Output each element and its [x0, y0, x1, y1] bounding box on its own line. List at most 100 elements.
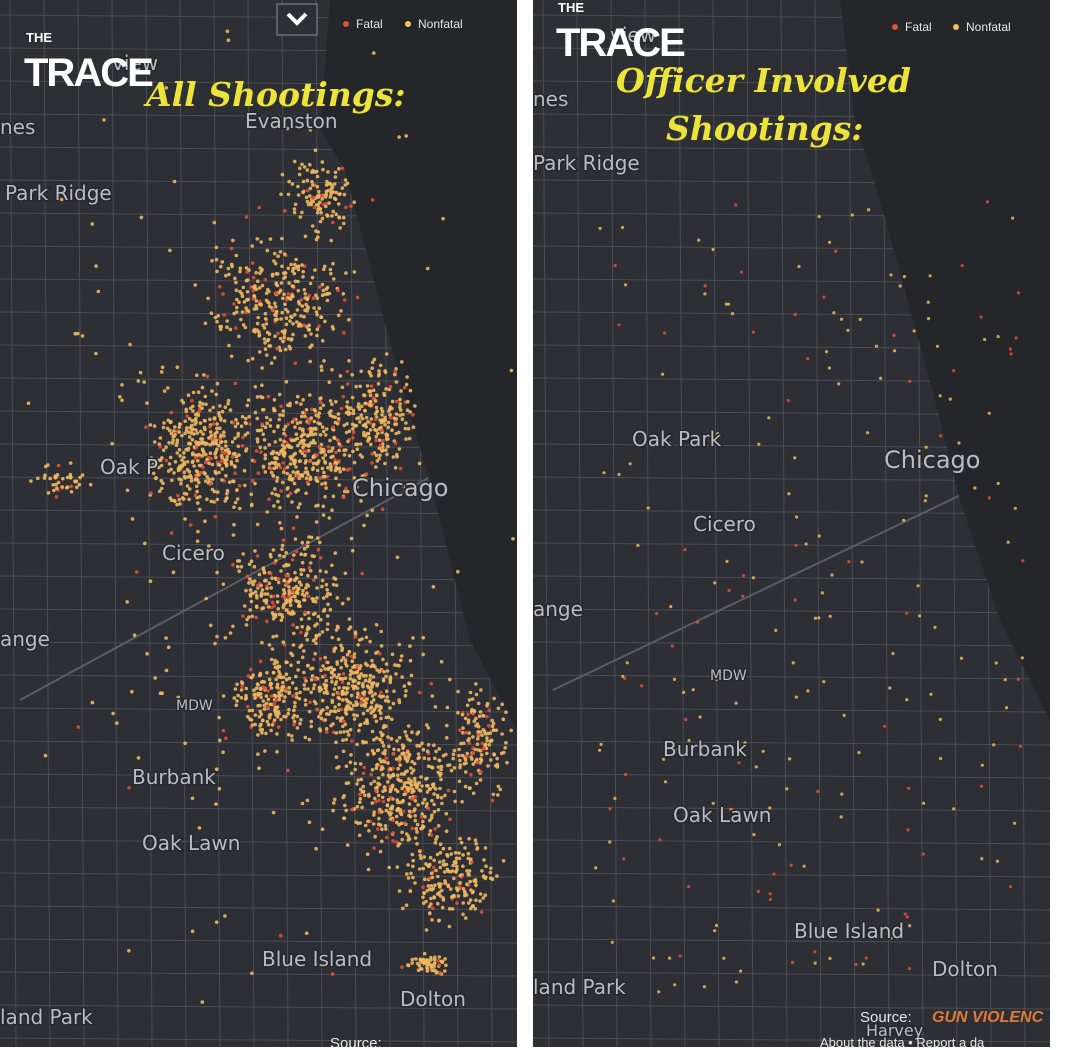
- incident-dot: [291, 643, 296, 647]
- incident-dot: [371, 698, 376, 702]
- incident-dot: [1016, 291, 1021, 295]
- incident-dot: [427, 757, 431, 761]
- incident-dot: [372, 422, 376, 427]
- incident-dot: [273, 334, 277, 339]
- incident-dot: [339, 643, 343, 648]
- incident-dot: [344, 808, 349, 813]
- incident-dot: [319, 716, 324, 721]
- incident-dot: [319, 364, 324, 369]
- incident-dot: [846, 328, 850, 332]
- incident-dot: [180, 398, 184, 403]
- incident-dot: [351, 411, 356, 416]
- incident-dot: [652, 956, 656, 960]
- incident-dot: [259, 428, 264, 432]
- incident-dot: [255, 428, 260, 433]
- incident-dot: [346, 406, 351, 410]
- incident-dot: [257, 334, 262, 338]
- incident-dot: [404, 734, 409, 738]
- incident-dot: [922, 801, 926, 805]
- incident-dot: [275, 732, 279, 736]
- incident-dot: [278, 413, 282, 417]
- incident-dot: [286, 192, 291, 197]
- incident-dot: [472, 709, 477, 713]
- incident-dot: [398, 763, 402, 767]
- incident-dot: [370, 658, 374, 663]
- incident-dot: [345, 369, 350, 374]
- incident-dot: [201, 432, 205, 436]
- incident-dot: [304, 466, 308, 471]
- incident-dot: [375, 409, 379, 414]
- incident-dot: [326, 465, 330, 470]
- incident-dot: [360, 404, 364, 409]
- incident-dot: [189, 431, 194, 436]
- incident-dot: [367, 437, 372, 441]
- incident-dot: [225, 491, 229, 496]
- incident-dot: [235, 699, 239, 703]
- incident-dot: [263, 347, 268, 352]
- incident-dot: [715, 677, 719, 682]
- incident-dot: [390, 785, 395, 789]
- incident-dot: [318, 657, 323, 661]
- incident-dot: [316, 614, 321, 619]
- incident-dot: [130, 689, 134, 694]
- incident-dot: [297, 302, 302, 306]
- incident-dot: [768, 897, 773, 902]
- incident-dot: [337, 685, 341, 690]
- incident-dot: [854, 962, 858, 967]
- incident-dot: [283, 424, 288, 429]
- incident-dot: [376, 776, 381, 780]
- incident-dot: [197, 409, 202, 414]
- incident-dot: [380, 839, 384, 844]
- incident-dot: [331, 425, 335, 430]
- incident-dot: [286, 310, 290, 314]
- incident-dot: [151, 462, 155, 467]
- incident-dot: [295, 515, 299, 519]
- incident-dot: [487, 708, 492, 712]
- incident-dot: [410, 797, 415, 801]
- incident-dot: [426, 743, 431, 747]
- incident-dot: [149, 456, 154, 460]
- incident-dot: [417, 849, 422, 853]
- incident-dot: [224, 444, 228, 448]
- incident-dot: [407, 837, 412, 841]
- incident-dot: [432, 809, 437, 814]
- incident-dot: [300, 473, 305, 477]
- incident-dot: [378, 737, 382, 742]
- incident-dot: [394, 672, 398, 676]
- incident-dot: [301, 588, 305, 593]
- incident-dot: [1021, 559, 1025, 563]
- incident-dot: [224, 462, 229, 467]
- incident-dot: [246, 358, 250, 363]
- incident-dot: [460, 753, 465, 758]
- incident-dot: [365, 513, 370, 518]
- footer-links[interactable]: About the data • Report a da: [820, 1035, 985, 1050]
- incident-dot: [340, 385, 345, 390]
- incident-dot: [400, 837, 405, 842]
- incident-dot: [329, 192, 333, 197]
- incident-dot: [242, 604, 247, 608]
- incident-dot: [208, 430, 213, 434]
- incident-dot: [337, 448, 342, 453]
- incident-dot: [979, 784, 984, 788]
- incident-dot: [293, 438, 297, 442]
- incident-dot: [404, 421, 408, 425]
- brand-logo[interactable]: GUN VIOLENC: [932, 1009, 1044, 1026]
- incident-dot: [366, 819, 370, 824]
- incident-dot: [393, 422, 397, 427]
- incident-dot: [295, 576, 299, 580]
- incident-dot: [214, 245, 219, 250]
- incident-dot: [197, 452, 201, 457]
- incident-dot: [352, 200, 357, 204]
- incident-dot: [444, 963, 448, 968]
- incident-dot: [273, 561, 277, 565]
- incident-dot: [474, 898, 478, 902]
- place-label: ange: [0, 627, 50, 651]
- collapse-button[interactable]: [276, 3, 318, 36]
- incident-dot: [379, 644, 384, 648]
- incident-dot: [215, 447, 219, 452]
- incident-dot: [220, 409, 225, 414]
- incident-dot: [495, 765, 500, 769]
- incident-dot: [264, 694, 269, 698]
- incident-dot: [194, 445, 199, 449]
- incident-dot: [310, 407, 314, 412]
